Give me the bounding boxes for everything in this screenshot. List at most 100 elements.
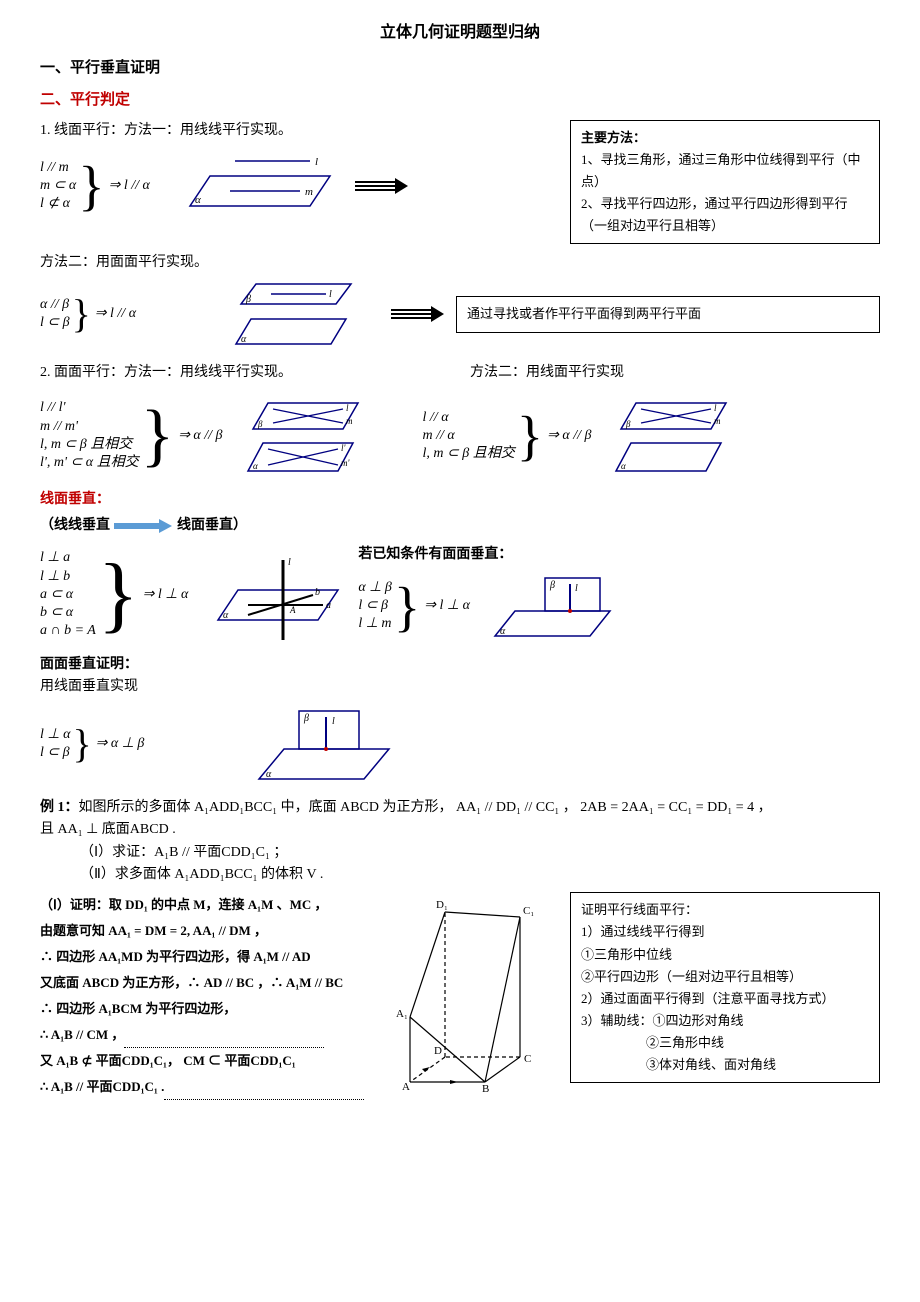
ex-box-7: ②三角形中线 xyxy=(581,1032,869,1054)
brace-icon: } xyxy=(98,552,139,637)
s2-f0: α // β xyxy=(40,296,70,314)
section-line-plane-perp: 线面垂直： （线线垂直 线面垂直） l ⊥ a l ⊥ b a ⊂ α b ⊂ … xyxy=(40,489,880,646)
s5-subtitle: 用线面垂直实现 xyxy=(40,676,880,698)
lbl-mp: m' xyxy=(341,458,350,468)
s1-f0: l // m xyxy=(40,159,76,177)
s3r-f0: l // α xyxy=(423,409,515,427)
s4-subtitle: （线线垂直 线面垂直） xyxy=(40,515,880,537)
lbl-b: b xyxy=(315,587,320,598)
example-1: 例 1：如图所示的多面体 A₁ADD₁BCC₁ 中，底面 ABCD 为正方形， … xyxy=(40,797,880,1101)
s3l-f1: m // m' xyxy=(40,418,139,436)
s4-title: 线面垂直： xyxy=(40,489,880,511)
s3r-f1: m // α xyxy=(423,427,515,445)
dotted-line xyxy=(164,1087,364,1100)
ex-box-1: ①三角形中位线 xyxy=(581,944,869,966)
pf3: 又底面 ABCD 为正方形，∴ AD // BC ，∴ A₁M // BC xyxy=(40,970,370,996)
s1-heading: 1. 线面平行：方法一：用线线平行实现。 xyxy=(40,120,560,142)
arrow-right-icon xyxy=(350,174,410,198)
s3-left-formula: l // l' m // m' l, m ⊂ β 且相交 l', m' ⊂ α … xyxy=(40,399,223,472)
lbl-alpha: α xyxy=(500,626,506,637)
lbl-lp: l' xyxy=(341,443,347,453)
s2-heading: 方法二：用面面平行实现。 xyxy=(40,252,880,274)
s5-f1: l ⊂ β xyxy=(40,744,70,762)
s5-diagram: l β α xyxy=(244,699,404,789)
ex-box-2: ②平行四边形（一组对边平行且相等） xyxy=(581,966,869,988)
pf5-line: ∴ A₁B // CM ， xyxy=(40,1022,370,1048)
lbl-l: l xyxy=(575,583,578,594)
s4r-f0: α ⊥ β xyxy=(358,579,392,597)
s1-box-item-1: 2、寻找平行四边形，通过平行四边形得到平行（一组对边平行且相等） xyxy=(581,193,869,237)
pf7-line: ∴ A₁B // 平面CDD₁C₁ . xyxy=(40,1074,370,1100)
pf1: 由题意可知 AA₁ = DM = 2, AA₁ // DM ， xyxy=(40,918,370,944)
s1-diagram: m l α xyxy=(160,146,340,226)
s1-method-box: 主要方法： 1、寻找三角形，通过三角形中位线得到平行（中点） 2、寻找平行四边形… xyxy=(570,120,880,244)
s2-formula: α // β l ⊂ β } ⇒ l // α xyxy=(40,294,136,334)
brace-icon: } xyxy=(72,294,91,334)
example-part2: （Ⅱ）求多面体 A₁ADD₁BCC₁ 的体积 V . xyxy=(40,864,880,886)
lbl-beta: β xyxy=(549,580,555,591)
s4-f0: l ⊥ a xyxy=(40,549,96,567)
example-body2: 且 AA₁ ⊥ 底面ABCD . xyxy=(40,819,880,841)
s3r-result: ⇒ α // β xyxy=(543,425,591,447)
lbl-l: l xyxy=(714,403,717,413)
heading-2: 二、平行判定 xyxy=(40,88,880,112)
s4-f3: b ⊂ α xyxy=(40,604,96,622)
s1-f1: m ⊂ α xyxy=(40,177,76,195)
s3r-f2: l, m ⊂ β 且相交 xyxy=(423,445,515,463)
s4-right-title: 若已知条件有面面垂直： xyxy=(358,544,880,566)
s4-f1: l ⊥ b xyxy=(40,568,96,586)
example-diagram: A B C D A₁ D₁ C₁ xyxy=(390,892,550,1092)
pf0: （Ⅰ）证明：取 DD₁ 的中点 M，连接 A₁M 、MC ， xyxy=(40,892,370,918)
s1-box-title: 主要方法： xyxy=(581,127,869,149)
example-method-box: 证明平行线面平行： 1）通过线线平行得到 ①三角形中位线 ②平行四边形（一组对边… xyxy=(570,892,880,1083)
arrow-blue-icon xyxy=(114,519,174,533)
pf5: ∴ A₁B // CM ， xyxy=(40,1027,124,1042)
ex-box-title: 证明平行线面平行： xyxy=(581,899,869,921)
s2-f1: l ⊂ β xyxy=(40,314,70,332)
s3-right-formula: l // α m // α l, m ⊂ β 且相交 } ⇒ α // β xyxy=(423,408,592,463)
ex-box-8: ③体对角线、面对角线 xyxy=(581,1054,869,1076)
s4r-f2: l ⊥ m xyxy=(358,615,392,633)
label-l: l xyxy=(329,289,332,300)
s1-result: ⇒ l // α xyxy=(105,175,150,197)
lbl-m: m xyxy=(346,416,353,426)
s1-box-item-0: 1、寻找三角形，通过三角形中位线得到平行（中点） xyxy=(581,149,869,193)
lbl-l: l xyxy=(288,557,291,568)
s5-f0: l ⊥ α xyxy=(40,726,70,744)
s1-formula: l // m m ⊂ α l ⊄ α } ⇒ l // α xyxy=(40,158,150,213)
s3-heading-right: 方法二：用线面平行实现 xyxy=(470,362,624,384)
dotted-line xyxy=(124,1035,324,1048)
label-alpha: α xyxy=(195,194,201,206)
lbl-beta: β xyxy=(625,419,631,429)
lbl-a: a xyxy=(326,600,331,611)
page-title: 立体几何证明题型归纳 xyxy=(40,20,880,46)
s4r-result: ⇒ l ⊥ α xyxy=(420,595,470,617)
s5-formula: l ⊥ α l ⊂ β } ⇒ α ⊥ β xyxy=(40,724,144,764)
lbl-B: B xyxy=(482,1083,489,1092)
lbl-A1: A₁ xyxy=(396,1008,408,1020)
pf6: 又 A₁B ⊄ 平面CDD₁C₁， CM ⊂ 平面CDD₁C₁ xyxy=(40,1048,370,1074)
ex-box-6: 3）辅助线：①四边形对角线 xyxy=(581,1010,869,1032)
section-line-plane-parallel-2: 方法二：用面面平行实现。 α // β l ⊂ β } ⇒ l // α l β… xyxy=(40,252,880,354)
lbl-l: l xyxy=(346,403,349,413)
s4-f4: a ∩ b = A xyxy=(40,622,96,640)
brace-icon: } xyxy=(78,158,104,213)
section-line-plane-parallel-1: 1. 线面平行：方法一：用线线平行实现。 l // m m ⊂ α l ⊄ α … xyxy=(40,120,880,244)
example-heading: 例 1： xyxy=(40,800,79,815)
s2-diagram: l β α xyxy=(216,274,376,354)
section-plane-plane-parallel: 2. 面面平行：方法一：用线线平行实现。 方法二：用线面平行实现 l // l'… xyxy=(40,362,880,480)
brace-icon: } xyxy=(517,408,543,463)
lbl-alpha: α xyxy=(621,461,626,471)
pf4: ∴ 四边形 A₁BCM 为平行四边形， xyxy=(40,996,370,1022)
s4-result: ⇒ l ⊥ α xyxy=(139,584,189,606)
example-part1: （Ⅰ）求证：A₁B // 平面CDD₁C₁ ； xyxy=(40,842,880,864)
s3-heading-left: 2. 面面平行：方法一：用线线平行实现。 xyxy=(40,362,460,384)
lbl-l: l xyxy=(332,716,335,727)
lbl-m: m xyxy=(714,416,721,426)
s3l-f0: l // l' xyxy=(40,399,139,417)
pf7: ∴ A₁B // 平面CDD₁C₁ . xyxy=(40,1079,164,1094)
s4-sub-left: （线线垂直 xyxy=(40,518,110,533)
example-body: 如图所示的多面体 A₁ADD₁BCC₁ 中，底面 ABCD 为正方形， AA₁ … xyxy=(79,800,772,815)
s3l-f2: l, m ⊂ β 且相交 xyxy=(40,436,139,454)
s2-box: 通过寻找或者作平行平面得到两平行平面 xyxy=(456,296,880,332)
